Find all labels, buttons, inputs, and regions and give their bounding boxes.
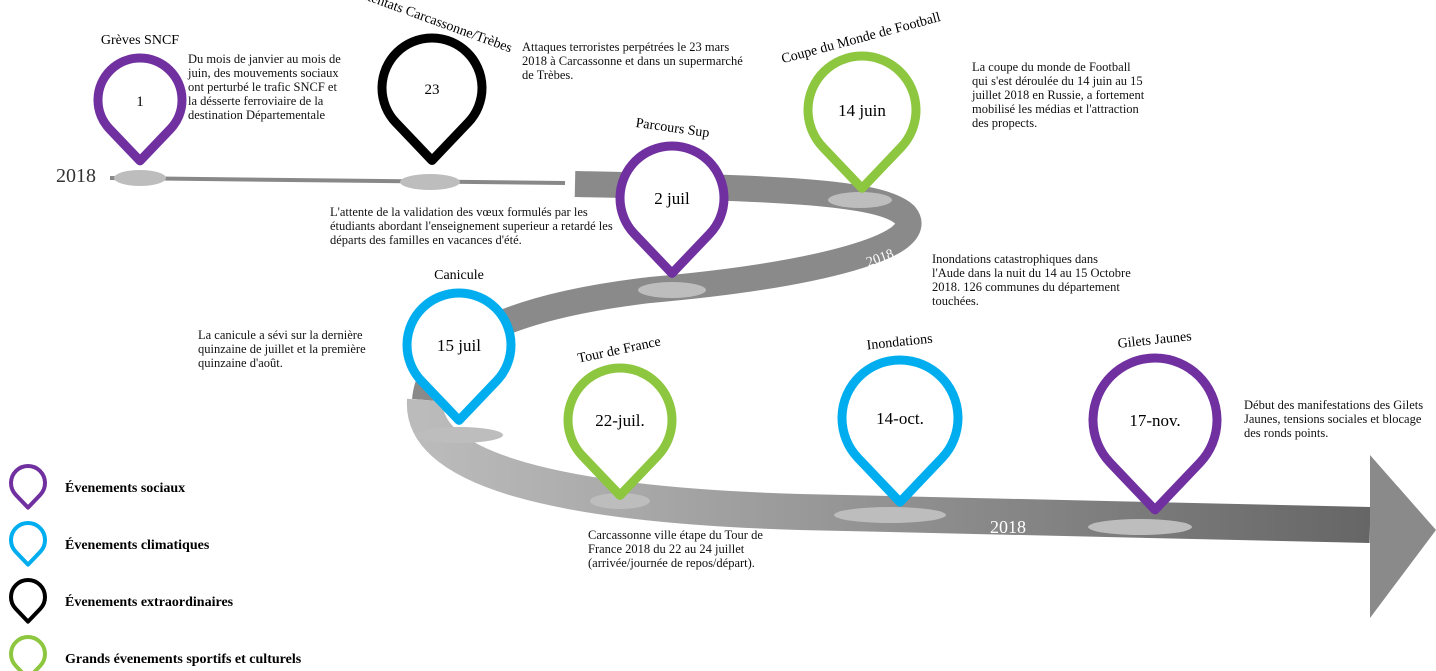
pin-shadow [590, 493, 650, 509]
pin [377, 33, 487, 165]
pin [837, 355, 963, 507]
pin-shadow [638, 282, 706, 298]
pin [93, 53, 187, 166]
event-description: Du mois de janvier au mois de juin, des … [188, 52, 341, 122]
year-label: 2018 [990, 517, 1026, 537]
pin [615, 141, 729, 278]
legend-label: Évenements extraordinaires [65, 593, 234, 610]
pin-shadow [114, 170, 166, 186]
legend-label: Évenements climatiques [65, 536, 210, 553]
road [406, 398, 1371, 543]
year-label: 2018 [56, 165, 96, 187]
event-date: 2 juil [654, 189, 690, 208]
event-date: 17-nov. [1129, 411, 1180, 430]
event-date: 14 juin [838, 101, 886, 120]
event-date: 23 [425, 82, 440, 98]
event-title: Tour de France [576, 334, 662, 366]
event-description: Carcassonne ville étape du Tour de Franc… [588, 528, 763, 570]
legend-label: Évenements sociaux [65, 479, 185, 496]
pin [803, 51, 921, 193]
event-title: Gilets Jaunes [1117, 329, 1192, 352]
pin [563, 363, 677, 500]
pin [9, 635, 47, 671]
pin-shadow [828, 192, 892, 208]
event-date: 1 [136, 94, 144, 110]
pin-shadow [834, 507, 946, 523]
event-description: La coupe du monde de Football qui s'est … [972, 60, 1145, 130]
event-title: Grèves SNCF [101, 33, 179, 48]
pin-shadow [415, 427, 503, 443]
road-arrow [1370, 455, 1436, 618]
pin-shadow [1088, 519, 1192, 535]
event-date: 15 juil [437, 336, 481, 355]
pin [9, 521, 47, 567]
event-description: L'attente de la validation des vœux form… [330, 205, 613, 247]
event-title: Parcours Sup [635, 116, 711, 141]
legend-label: Grands évenements sportifs et culturels [65, 652, 302, 667]
event-date: 22-juil. [595, 411, 645, 430]
pin [402, 288, 516, 425]
event-date: 14-oct. [876, 409, 924, 428]
road [109, 176, 566, 185]
event-description: Attaques terroristes perpétrées le 23 ma… [522, 40, 743, 82]
pin [9, 578, 47, 624]
event-description: Inondations catastrophiques dans l'Aude … [932, 252, 1131, 308]
event-title: Canicule [434, 268, 484, 283]
event-description: La canicule a sévi sur la dernière quinz… [198, 328, 366, 370]
pin-shadow [400, 174, 460, 190]
pin [9, 464, 47, 510]
event-title: Inondations [866, 332, 933, 354]
pin [1088, 353, 1222, 515]
event-description: Début des manifestations des Gilets Jaun… [1244, 398, 1424, 440]
